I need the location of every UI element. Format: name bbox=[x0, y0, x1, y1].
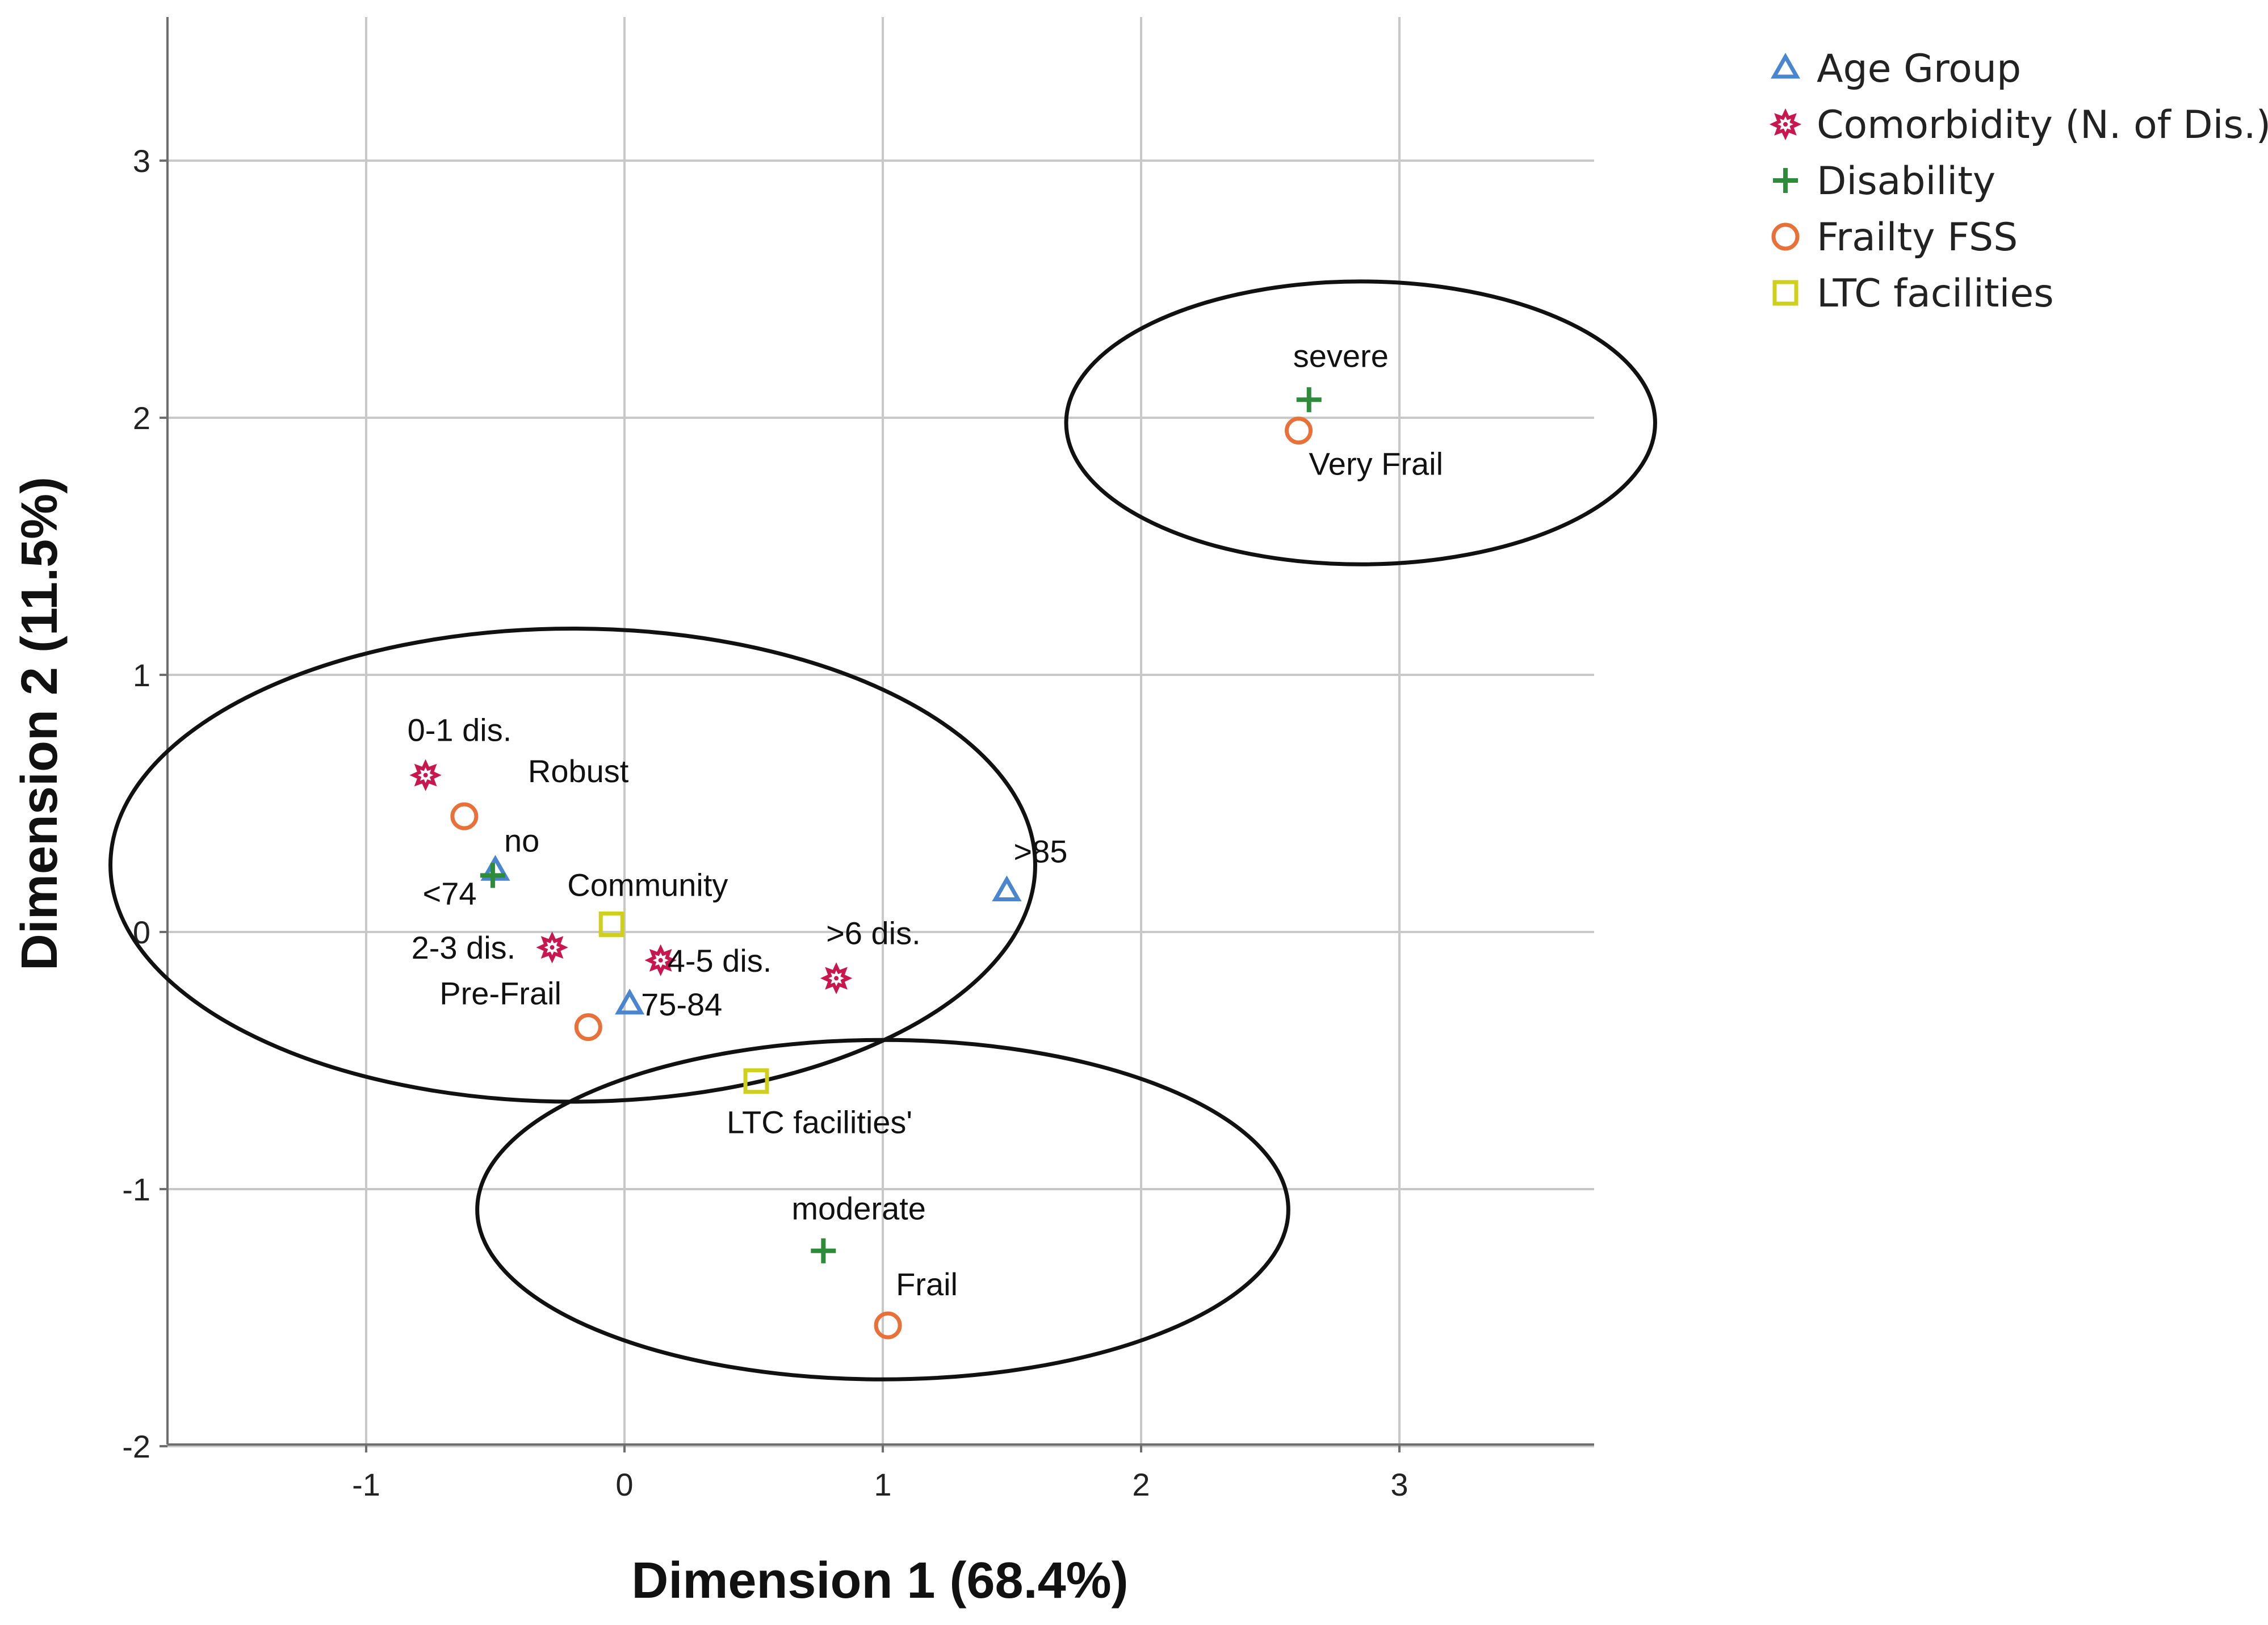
star-center bbox=[658, 958, 663, 963]
triangle-marker bbox=[992, 875, 1022, 902]
x-tick-label: -1 bbox=[352, 1467, 380, 1502]
legend-label: Disability bbox=[1817, 159, 1995, 204]
star-center bbox=[1783, 122, 1788, 127]
square-marker bbox=[743, 1068, 769, 1094]
cluster-ellipse bbox=[475, 1038, 1290, 1382]
star-shape bbox=[409, 759, 442, 791]
square-shape bbox=[598, 911, 624, 937]
point-label: no bbox=[504, 822, 539, 858]
x-tick-label: 3 bbox=[1390, 1467, 1408, 1502]
grid-lines bbox=[167, 17, 1594, 1447]
triangle-shape bbox=[480, 855, 510, 881]
plus-marker bbox=[1296, 387, 1322, 413]
legend-marker bbox=[1772, 280, 1799, 306]
legend-marker bbox=[1771, 222, 1800, 251]
x-tick-label: 0 bbox=[615, 1467, 633, 1502]
point-label: Very Frail bbox=[1309, 446, 1444, 482]
circle-marker bbox=[574, 1013, 602, 1042]
point-labels: <74 75-84 >85 0-1 dis. 2-3 dis. 4-5 dis. >6 di… bbox=[408, 338, 1443, 1302]
cluster-ellipses bbox=[108, 279, 1657, 1382]
star-shape bbox=[1769, 108, 1802, 141]
y-tick-label: 3 bbox=[133, 143, 150, 179]
star-center bbox=[834, 976, 839, 981]
cluster-ellipse bbox=[108, 626, 1037, 1104]
triangle-marker bbox=[480, 855, 510, 881]
circle-shape bbox=[1771, 222, 1800, 251]
point-label: severe bbox=[1293, 338, 1389, 373]
square-shape bbox=[1772, 280, 1799, 306]
circle-shape bbox=[574, 1013, 602, 1042]
square-marker bbox=[598, 911, 624, 937]
point-label: <74 bbox=[423, 875, 477, 911]
star-center bbox=[423, 772, 428, 778]
legend-label: Comorbidity (N. of Dis.) bbox=[1817, 103, 2268, 148]
y-tick-label: 1 bbox=[133, 657, 150, 693]
point-label: LTC facilities' bbox=[727, 1105, 912, 1140]
triangle-shape bbox=[1770, 52, 1801, 79]
legend-marker bbox=[1773, 168, 1798, 193]
legend-marker bbox=[1770, 52, 1801, 79]
point-label: moderate bbox=[791, 1191, 926, 1227]
star-marker bbox=[820, 962, 853, 994]
triangle-marker bbox=[615, 988, 645, 1015]
point-label: >6 dis. bbox=[826, 916, 921, 951]
axes bbox=[160, 17, 1594, 1452]
data-points bbox=[409, 387, 1322, 1340]
legend-marker bbox=[1769, 108, 1802, 141]
plus-marker bbox=[480, 863, 505, 888]
x-axis-title: Dimension 1 (68.4%) bbox=[631, 1552, 1128, 1609]
y-axis-title: Dimension 2 (11.5%) bbox=[11, 477, 68, 971]
point-label: Community bbox=[567, 867, 728, 902]
circle-marker bbox=[1285, 417, 1313, 445]
point-label: Pre-Frail bbox=[439, 976, 561, 1011]
circle-marker bbox=[874, 1311, 902, 1340]
legend: Age Group Comorbidity (N. of Dis.) Disabil… bbox=[1769, 47, 2268, 316]
point-label: >85 bbox=[1013, 834, 1067, 870]
point-label: Robust bbox=[528, 753, 629, 789]
star-shape bbox=[820, 962, 853, 994]
point-label: 2-3 dis. bbox=[412, 930, 516, 965]
star-marker bbox=[409, 759, 442, 791]
y-tick-label: -1 bbox=[122, 1171, 150, 1207]
star-marker bbox=[644, 944, 677, 976]
point-label: 4-5 dis. bbox=[668, 943, 772, 979]
circle-shape bbox=[874, 1311, 902, 1340]
circle-shape bbox=[1285, 417, 1313, 445]
point-label: 0-1 dis. bbox=[408, 712, 512, 748]
point-label: Frail bbox=[896, 1266, 958, 1302]
x-tick-label: 1 bbox=[874, 1467, 891, 1502]
star-marker bbox=[536, 931, 568, 964]
triangle-shape bbox=[615, 988, 645, 1015]
legend-label: LTC facilities bbox=[1817, 271, 2054, 316]
star-shape bbox=[536, 931, 568, 964]
y-tick-label: -2 bbox=[122, 1429, 150, 1464]
point-label: 75-84 bbox=[641, 986, 722, 1022]
x-tick-label: 2 bbox=[1132, 1467, 1150, 1502]
star-shape bbox=[644, 944, 677, 976]
y-tick-label: 2 bbox=[133, 400, 150, 436]
triangle-shape bbox=[992, 875, 1022, 902]
circle-marker bbox=[450, 802, 479, 830]
circle-shape bbox=[450, 802, 479, 830]
plus-marker bbox=[811, 1238, 836, 1263]
legend-label: Frailty FSS bbox=[1817, 215, 2018, 260]
cluster-ellipse bbox=[1064, 279, 1657, 566]
star-center bbox=[550, 945, 555, 950]
legend-label: Age Group bbox=[1817, 47, 2021, 91]
square-shape bbox=[743, 1068, 769, 1094]
